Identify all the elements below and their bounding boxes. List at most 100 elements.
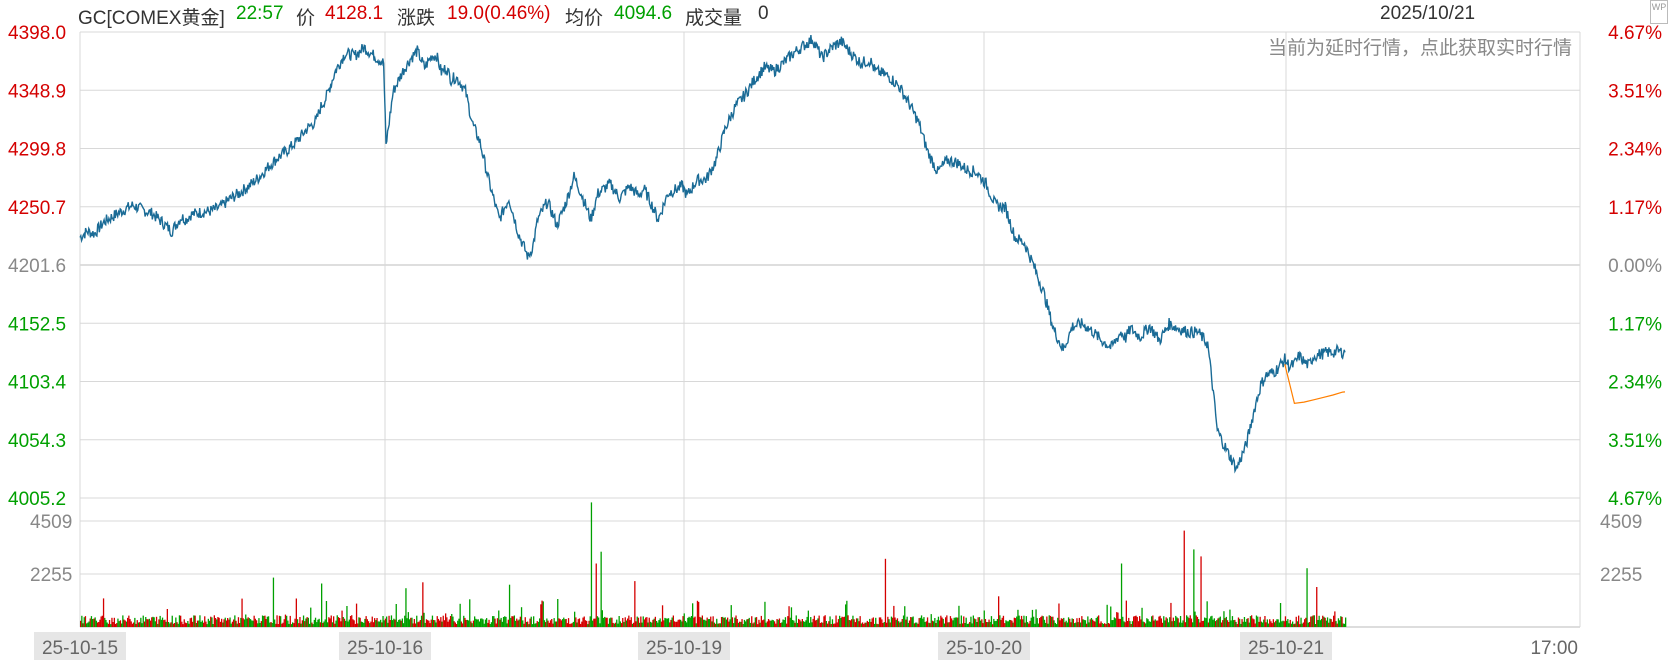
volume-bar xyxy=(306,617,308,627)
volume-bar xyxy=(1301,623,1303,627)
volume-bar xyxy=(174,623,176,627)
volume-bar xyxy=(992,624,994,627)
volume-bar xyxy=(1269,619,1271,627)
volume-bar xyxy=(1013,617,1015,627)
volume-bar xyxy=(1217,618,1219,627)
volume-bar xyxy=(1020,615,1023,627)
volume-bar xyxy=(363,622,365,627)
volume-bar xyxy=(787,616,789,627)
volume-bar xyxy=(757,624,759,627)
volume-bar xyxy=(534,623,536,627)
volume-bar xyxy=(204,616,206,627)
volume-bar xyxy=(348,619,350,627)
volume-bar xyxy=(416,615,418,627)
volume-bar xyxy=(849,620,852,627)
volume-bar xyxy=(606,617,608,627)
volume-bar xyxy=(1065,620,1067,627)
volume-bar xyxy=(123,619,125,627)
volume-bar xyxy=(554,621,556,627)
volume-bar xyxy=(519,616,521,627)
volume-bar xyxy=(716,618,718,627)
volume-bar xyxy=(339,618,341,627)
volume-bar xyxy=(393,618,395,627)
volume-bar xyxy=(295,598,297,627)
volume-bar xyxy=(1246,618,1248,627)
volume-bar xyxy=(231,621,234,627)
volume-bar xyxy=(522,620,524,627)
volume-bar xyxy=(101,615,103,627)
volume-bar xyxy=(1098,615,1100,627)
volume-bar xyxy=(989,621,991,627)
volume-bar xyxy=(548,622,550,627)
volume-bar xyxy=(830,624,832,627)
volume-bar xyxy=(1124,622,1126,627)
volume-bar xyxy=(1251,615,1253,627)
volume-bar xyxy=(216,619,218,627)
volume-bar xyxy=(798,618,800,627)
volume-bar xyxy=(584,620,587,627)
volume-bar xyxy=(384,618,387,627)
volume-bar xyxy=(1072,619,1074,627)
volume-bar xyxy=(576,622,578,627)
volume-bar xyxy=(1219,616,1221,627)
volume-bar xyxy=(340,621,342,627)
volume-bar xyxy=(277,624,279,627)
volume-bar xyxy=(194,615,196,627)
volume-bar xyxy=(236,623,238,627)
volume-bar xyxy=(1022,619,1024,627)
volume-bar xyxy=(1034,623,1036,627)
volume-bar xyxy=(88,621,90,627)
volume-bar xyxy=(736,619,738,627)
volume-bar xyxy=(595,563,597,627)
volume-bar xyxy=(981,619,983,627)
volume-bar xyxy=(586,620,588,627)
volume-bar xyxy=(263,616,265,627)
volume-bar xyxy=(1175,615,1177,627)
volume-bar xyxy=(923,617,925,627)
volume-bar xyxy=(163,620,165,627)
volume-bar xyxy=(1288,623,1290,627)
volume-bar xyxy=(988,619,990,627)
volume-bar xyxy=(247,617,249,627)
volume-bar xyxy=(427,620,429,627)
volume-bar xyxy=(449,616,452,627)
volume-bar xyxy=(728,621,730,627)
volume-bar xyxy=(867,622,870,627)
volume-bar xyxy=(583,616,585,627)
volume-bar xyxy=(552,623,554,627)
volume-bar xyxy=(1260,621,1262,627)
volume-bar xyxy=(1035,609,1037,627)
volume-bar xyxy=(793,620,795,627)
volume-bar xyxy=(635,621,637,627)
volume-bar xyxy=(599,623,601,627)
volume-bar xyxy=(604,616,606,627)
volume-bar xyxy=(819,623,821,627)
volume-bar xyxy=(431,615,434,627)
volume-bar xyxy=(99,619,101,627)
volume-bar xyxy=(488,619,490,627)
volume-bar xyxy=(198,620,200,627)
delay-notice-link[interactable]: 当前为延时行情，点此获取实时行情 xyxy=(1268,37,1572,59)
volume-bar xyxy=(1208,618,1211,627)
pct-tick-label: 2.34% xyxy=(1608,140,1662,161)
volume-bar xyxy=(454,622,456,627)
volume-bar xyxy=(90,616,93,627)
volume-bar xyxy=(147,619,149,627)
volume-bar xyxy=(1019,619,1021,627)
volume-bar xyxy=(1190,618,1193,627)
volume-bar xyxy=(1046,616,1048,627)
pct-tick-label: 1.17% xyxy=(1608,314,1662,335)
volume-bar xyxy=(1005,620,1007,627)
pct-tick-label: 2.34% xyxy=(1608,373,1662,394)
volume-bar xyxy=(1240,623,1242,627)
y-tick-label: 4250.7 xyxy=(8,198,66,219)
volume-bar xyxy=(964,623,966,627)
volume-bar xyxy=(1122,616,1124,627)
volume-bar xyxy=(411,617,413,627)
volume-bar xyxy=(824,615,826,627)
volume-bar xyxy=(183,619,185,627)
volume-bar xyxy=(781,622,783,627)
volume-bar xyxy=(135,623,137,627)
volume-bar xyxy=(518,619,520,627)
volume-bar xyxy=(1152,615,1154,627)
